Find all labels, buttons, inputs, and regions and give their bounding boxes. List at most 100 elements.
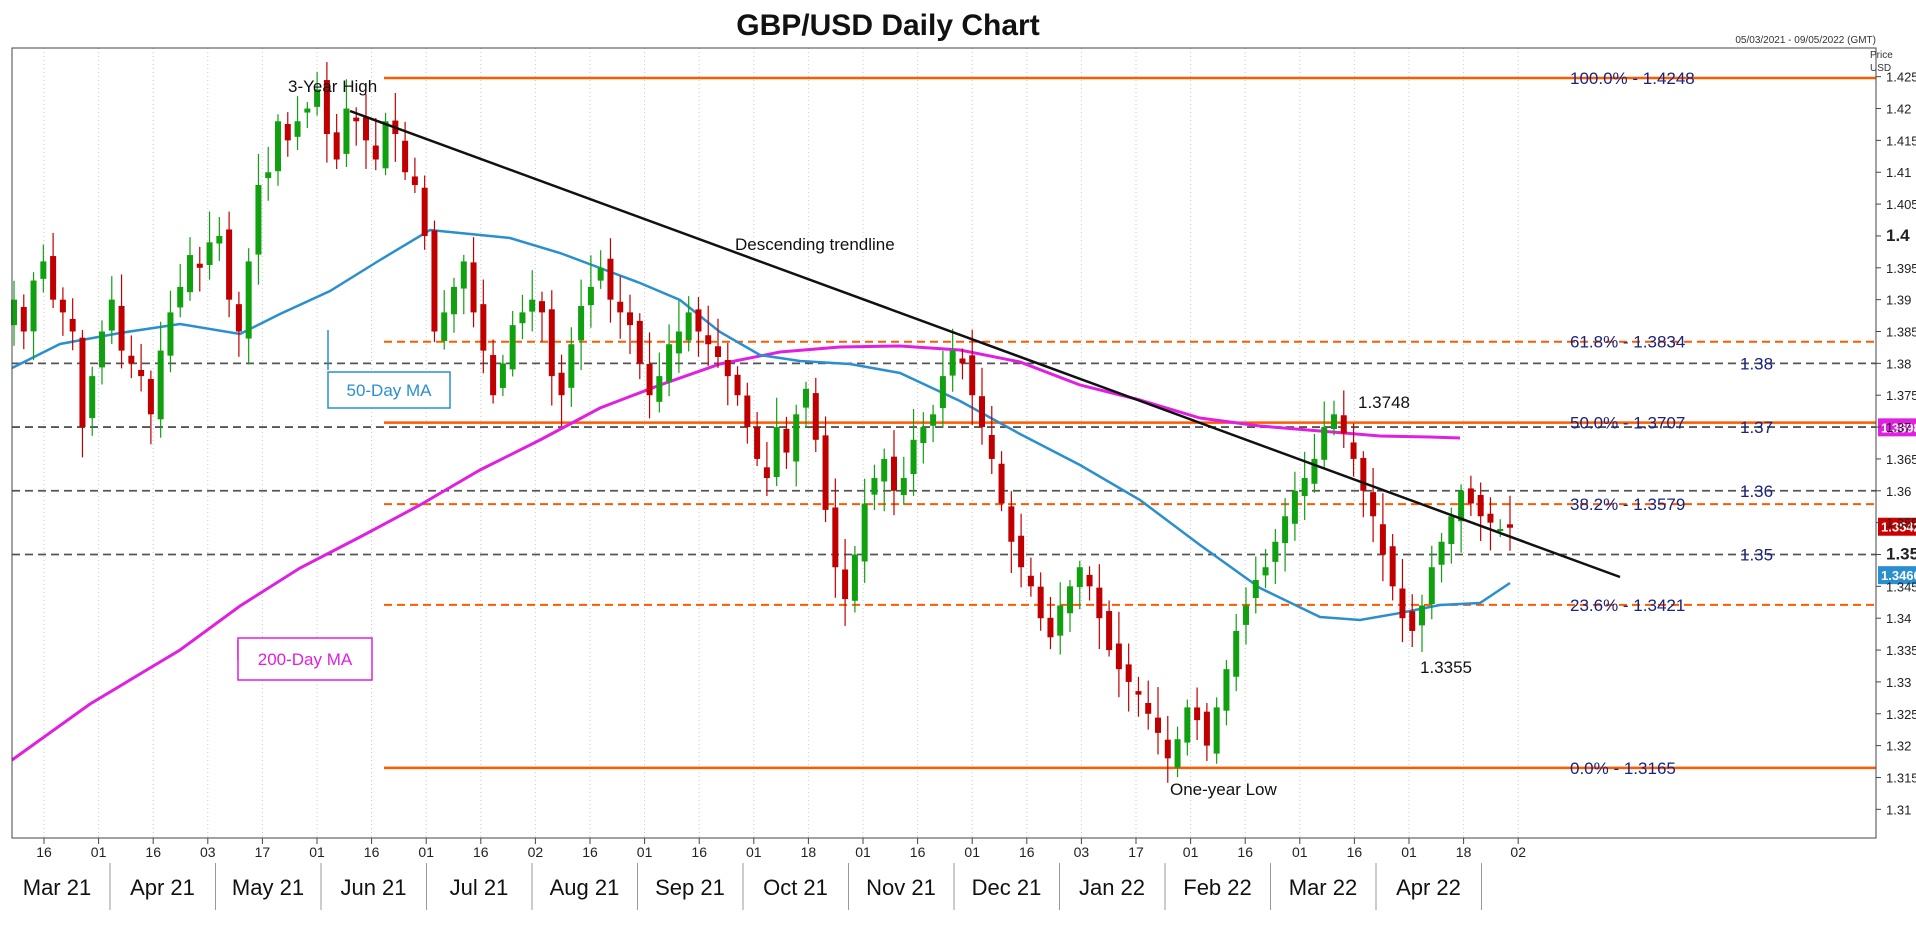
candle-body: [519, 312, 526, 324]
y-tick-label: 1.405: [1886, 197, 1916, 212]
candle-body: [1477, 494, 1484, 517]
y-tick-label: 1.375: [1886, 388, 1916, 403]
level-label: 1.37: [1740, 418, 1773, 437]
candle-body: [1311, 458, 1318, 484]
candle-body: [763, 467, 770, 479]
candle-body: [1291, 490, 1298, 524]
x-day-tick-label: 17: [1128, 844, 1144, 860]
candle-body: [226, 229, 233, 300]
y-tick-label: 1.33: [1886, 675, 1911, 690]
candle-body: [460, 261, 467, 289]
candle-body: [441, 312, 448, 342]
fib-label: 23.6% - 1.3421: [1570, 596, 1685, 615]
candle-body: [206, 242, 213, 265]
candle-body: [587, 286, 594, 306]
y-tick-label: 1.38: [1886, 356, 1911, 371]
candle-body: [187, 255, 193, 293]
candle-body: [50, 256, 57, 300]
candle-body: [1497, 529, 1504, 532]
x-month-label: Jan 22: [1079, 875, 1145, 900]
x-day-tick-label: 03: [1074, 844, 1090, 860]
level-label: 1.38: [1740, 354, 1773, 373]
candle-body: [636, 320, 643, 364]
candle-body: [1223, 669, 1230, 711]
candle-body: [421, 187, 428, 236]
candle-body: [118, 305, 125, 351]
x-month-label: Nov 21: [866, 875, 936, 900]
candle-body: [597, 267, 604, 281]
candle-body: [920, 427, 927, 443]
x-month-label: Aug 21: [550, 875, 620, 900]
y-tick-label: 1.4: [1886, 226, 1910, 245]
candle-body: [1350, 442, 1357, 459]
candle-body: [79, 337, 86, 428]
candle-body: [666, 344, 673, 382]
candle-body: [773, 427, 780, 478]
x-month-label: Jul 21: [450, 875, 509, 900]
candle-body: [245, 261, 252, 339]
candle-body: [451, 286, 457, 315]
candle-body: [265, 172, 272, 179]
candle-body: [323, 80, 330, 135]
y-tick-label: 1.425: [1886, 70, 1916, 85]
y-tick-label: 1.32: [1886, 739, 1911, 754]
fib-label: 50.0% - 1.3707: [1570, 414, 1685, 433]
candle-body: [235, 304, 242, 332]
x-day-tick-label: 01: [1401, 844, 1417, 860]
candle-body: [724, 359, 731, 377]
date-range: 05/03/2021 - 09/05/2022 (GMT): [1735, 35, 1876, 46]
y-tick-label: 1.385: [1886, 325, 1916, 340]
candle-body: [372, 145, 379, 160]
candle-body: [1106, 611, 1113, 651]
candle-body: [1203, 711, 1210, 746]
candle-body: [1213, 707, 1220, 754]
candle-body: [1037, 586, 1044, 619]
x-day-tick-label: 18: [801, 844, 817, 860]
y-tick-label: 1.35: [1886, 544, 1916, 563]
candle-body: [275, 121, 281, 172]
three-year-high-label: 3-Year High: [288, 77, 377, 96]
y-tick-label: 1.42: [1886, 102, 1911, 117]
price-tag-label: 1.3542: [1881, 520, 1916, 535]
y-tick-label: 1.395: [1886, 261, 1916, 276]
candle-body: [431, 230, 438, 332]
x-day-tick-label: 01: [309, 844, 325, 860]
candle-body: [138, 369, 145, 377]
descending-trendline: [349, 109, 1621, 579]
candle-body: [900, 478, 907, 496]
candle-body: [812, 393, 819, 440]
labels-layer: 100.0% - 1.4248 61.8% - 1.3834 50.0% - 1.3…: [237, 69, 1916, 799]
x-day-tick-label: 16: [36, 844, 52, 860]
candle-body: [646, 363, 653, 396]
ma50-callout-label: 50-Day MA: [346, 381, 432, 400]
candle-body: [734, 374, 741, 396]
x-day-tick-label: 16: [582, 844, 598, 860]
x-day-tick-label: 03: [200, 844, 216, 860]
candle-body: [333, 132, 340, 160]
candle-body: [470, 262, 477, 313]
one-year-low-label: One-year Low: [1170, 780, 1277, 799]
x-day-tick-label: 01: [964, 844, 980, 860]
candle-body: [617, 301, 624, 313]
candle-body: [851, 554, 858, 601]
candle-body: [939, 376, 946, 409]
axes-layer: 16 01 16 03 17 01 16 01 16 02 16 01 16 01 18 01 16 01 16 03…: [11, 47, 1916, 910]
candle-body: [1438, 541, 1445, 565]
candle-body: [59, 299, 66, 313]
x-month-label: Jun 21: [340, 875, 406, 900]
x-day-tick-label: 16: [473, 844, 489, 860]
y-tick-label: 1.39: [1886, 293, 1911, 308]
candle-body: [1272, 541, 1279, 562]
y-tick-label: 1.335: [1886, 643, 1916, 658]
fib-label: 100.0% - 1.4248: [1570, 69, 1695, 88]
x-day-tick-label: 01: [418, 844, 434, 860]
candle-body: [1125, 664, 1132, 682]
y-tick-label: 1.31: [1886, 802, 1911, 817]
candle-body: [1419, 605, 1425, 626]
candle-body: [1409, 611, 1416, 631]
candle-body: [1194, 707, 1201, 721]
x-day-tick-label: 16: [691, 844, 707, 860]
x-day-tick-label: 18: [1456, 844, 1472, 860]
x-day-tick-label: 01: [1292, 844, 1308, 860]
x-day-tick-label: 01: [855, 844, 871, 860]
